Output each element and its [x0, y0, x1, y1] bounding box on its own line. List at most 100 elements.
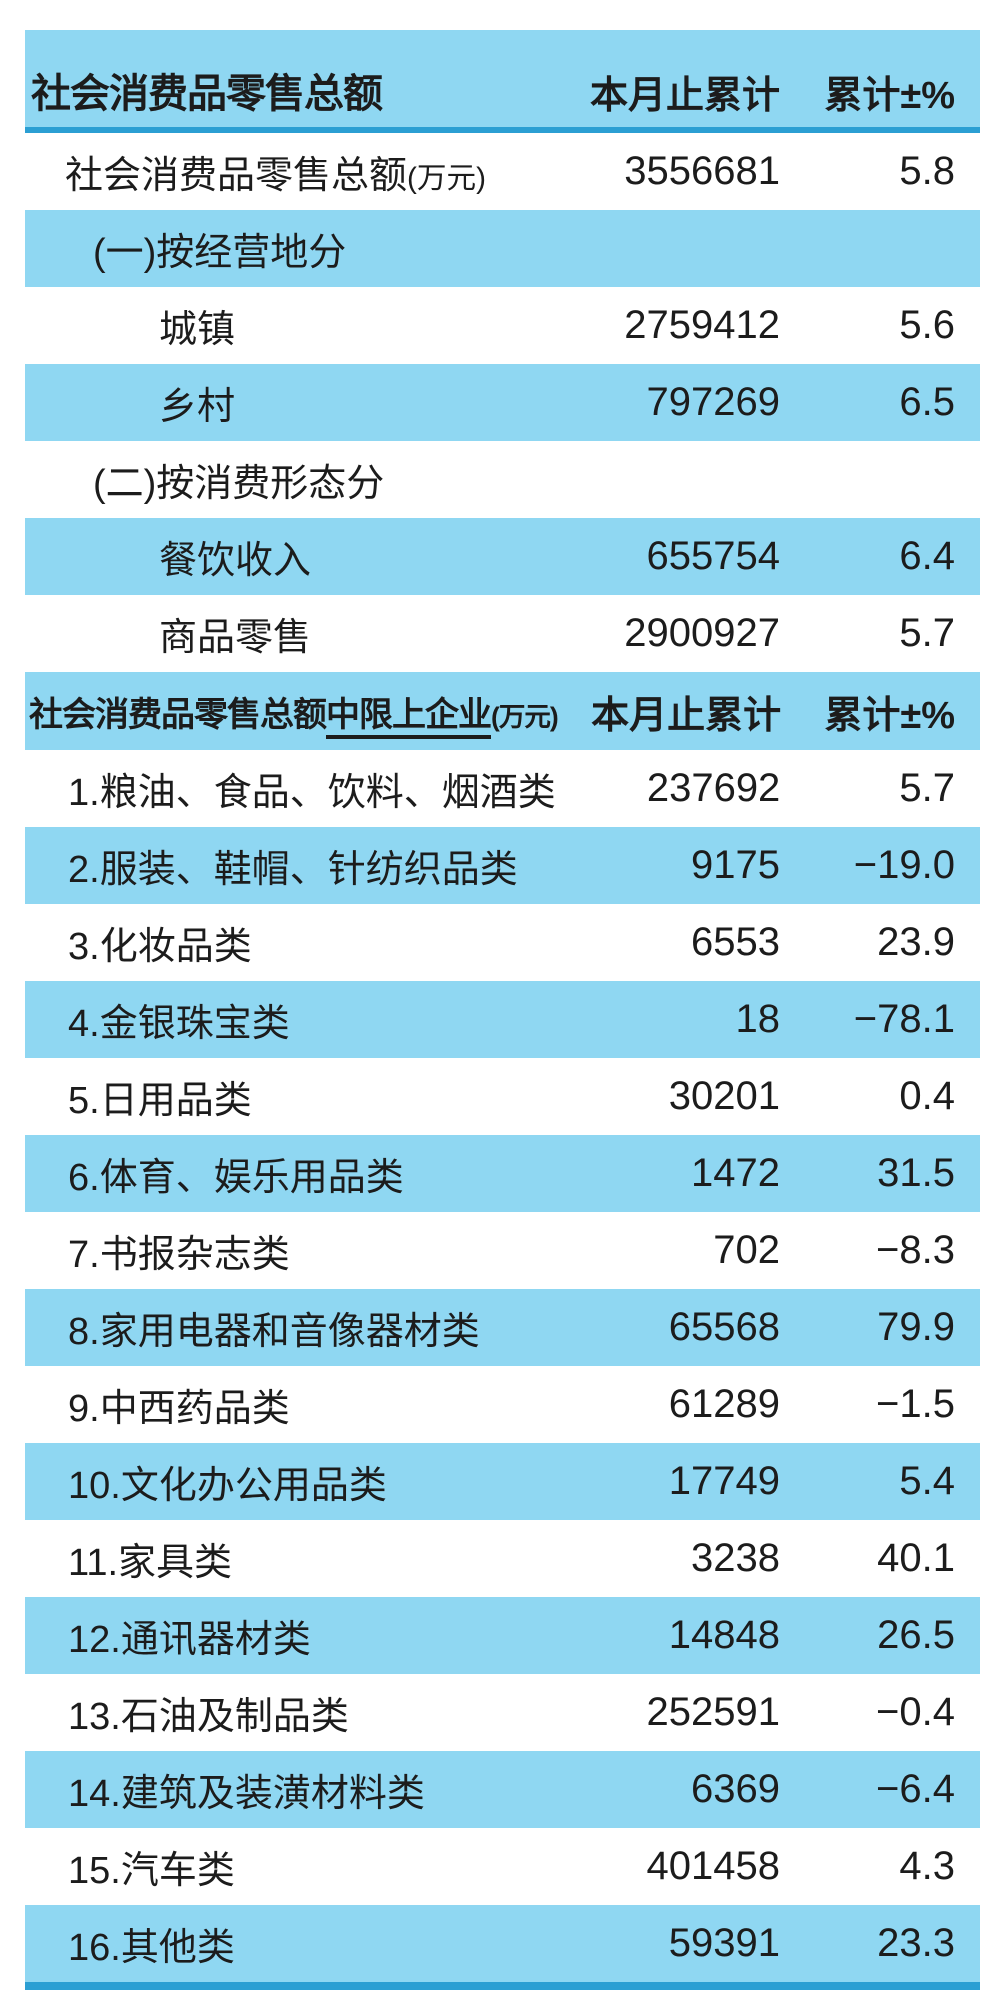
table-row: 4.金银珠宝类 18 −78.1: [25, 981, 980, 1058]
row-pct: 6.4: [899, 534, 955, 578]
row-pct: 4.3: [899, 1844, 955, 1888]
row-pct: 5.7: [899, 611, 955, 655]
table: 社会消费品零售总额 本月止累计 累计±% 社会消费品零售总额(万元) 35566…: [25, 30, 980, 1990]
row-pct: 5.4: [899, 1459, 955, 1503]
row-label: 15.汽车类: [68, 1850, 235, 1892]
row-value: 61289: [668, 1382, 780, 1426]
row-value: 65568: [668, 1305, 780, 1349]
row-value: 14848: [668, 1613, 780, 1657]
row-label: 城镇: [159, 309, 236, 351]
row-pct: 26.5: [877, 1613, 955, 1657]
row-label: 13.石油及制品类: [68, 1696, 349, 1738]
row-value: 237692: [646, 766, 781, 810]
table1-col-header-pct-change: 累计±%: [824, 75, 955, 117]
row-value: 17749: [668, 1459, 780, 1503]
row-value: 2759412: [624, 303, 780, 347]
row-label: 11.家具类: [68, 1542, 233, 1584]
table-row: 12.通讯器材类 14848 26.5: [25, 1597, 980, 1674]
row-label-unit: (万元): [407, 162, 486, 195]
row-pct: 5.6: [899, 303, 955, 347]
table2-title-emphasis: 中限上企业: [326, 695, 492, 739]
row-pct: −8.3: [876, 1228, 955, 1272]
row-value: 702: [713, 1228, 780, 1272]
table1-title: 社会消费品零售总额: [31, 72, 383, 116]
row-label: 5.日用品类: [68, 1080, 252, 1122]
row-pct: 40.1: [877, 1536, 955, 1580]
row-pct: 79.9: [877, 1305, 955, 1349]
table2-col-header-pct-change: 累计±%: [824, 694, 955, 737]
row-pct: −1.5: [876, 1382, 955, 1426]
table2-header-row: 社会消费品零售总额中限上企业(万元) 本月止累计 累计±%: [25, 672, 980, 750]
row-value: 3238: [691, 1536, 780, 1580]
table-row: 3.化妆品类 6553 23.9: [25, 904, 980, 981]
row-label: 1.粮油、食品、饮料、烟酒类: [68, 772, 556, 814]
row-pct: −0.4: [876, 1690, 955, 1734]
table-row: 1.粮油、食品、饮料、烟酒类 237692 5.7: [25, 750, 980, 827]
row-label: (一)按经营地分: [93, 232, 347, 274]
row-label: 16.其他类: [68, 1927, 235, 1969]
row-label: 10.文化办公用品类: [68, 1465, 387, 1507]
table-row: 城镇 2759412 5.6: [25, 287, 980, 364]
footer-rule: [25, 1982, 980, 1990]
table-row: (二)按消费形态分: [25, 441, 980, 518]
table-row: 餐饮收入 655754 6.4: [25, 518, 980, 595]
row-pct: 6.5: [899, 380, 955, 424]
row-label: 9.中西药品类: [68, 1388, 290, 1430]
row-value: 9175: [691, 843, 780, 887]
row-value: 1472: [691, 1151, 780, 1195]
row-pct: 5.8: [899, 149, 955, 193]
row-pct: 31.5: [877, 1151, 955, 1195]
table2-title-unit: (万元): [491, 701, 559, 732]
row-pct: −6.4: [876, 1767, 955, 1811]
header-rule: [25, 127, 980, 133]
table2-col-header-cumulative: 本月止累计: [591, 694, 782, 737]
table-row: 5.日用品类 30201 0.4: [25, 1058, 980, 1135]
table-row: 16.其他类 59391 23.3: [25, 1905, 980, 1982]
table-row: 14.建筑及装潢材料类 6369 −6.4: [25, 1751, 980, 1828]
row-pct: 0.4: [899, 1074, 955, 1118]
row-value: 18: [735, 997, 781, 1041]
table-row: 9.中西药品类 61289 −1.5: [25, 1366, 980, 1443]
row-label: 2.服装、鞋帽、针纺织品类: [68, 849, 518, 891]
table1-header-row: 社会消费品零售总额 本月止累计 累计±%: [25, 30, 980, 127]
row-pct: −78.1: [853, 997, 955, 1041]
row-label: 14.建筑及装潢材料类: [68, 1773, 425, 1815]
row-label: 餐饮收入: [159, 540, 312, 582]
table-row: (一)按经营地分: [25, 210, 980, 287]
row-value: 30201: [668, 1074, 780, 1118]
table-row: 8.家用电器和音像器材类 65568 79.9: [25, 1289, 980, 1366]
row-value: 401458: [646, 1844, 780, 1888]
row-label: 12.通讯器材类: [68, 1619, 311, 1661]
row-value: 797269: [646, 380, 780, 424]
row-value: 3556681: [624, 149, 780, 193]
table-row: 2.服装、鞋帽、针纺织品类 9175 −19.0: [25, 827, 980, 904]
row-label: 社会消费品零售总额(万元): [25, 144, 555, 199]
row-pct: −19.0: [853, 843, 955, 887]
row-pct: 5.7: [899, 766, 955, 810]
row-value: 59391: [668, 1921, 780, 1965]
row-value: 6369: [691, 1767, 780, 1811]
row-label: 4.金银珠宝类: [68, 1003, 290, 1045]
row-value: 252591: [646, 1690, 780, 1734]
table-row: 13.石油及制品类 252591 −0.4: [25, 1674, 980, 1751]
row-label: 6.体育、娱乐用品类: [68, 1157, 404, 1199]
table-row: 社会消费品零售总额(万元) 3556681 5.8: [25, 133, 980, 210]
table2-title-prefix: 社会消费品零售总额: [29, 695, 327, 734]
row-label: 7.书报杂志类: [68, 1234, 290, 1276]
table-row: 6.体育、娱乐用品类 1472 31.5: [25, 1135, 980, 1212]
row-value: 6553: [691, 920, 780, 964]
row-pct: 23.3: [877, 1921, 955, 1965]
table-row: 乡村 797269 6.5: [25, 364, 980, 441]
table-row: 7.书报杂志类 702 −8.3: [25, 1212, 980, 1289]
row-label: 乡村: [159, 386, 236, 428]
row-label: (二)按消费形态分: [93, 463, 385, 505]
table2-title: 社会消费品零售总额中限上企业(万元): [25, 687, 559, 739]
table-row: 15.汽车类 401458 4.3: [25, 1828, 980, 1905]
row-label-text: 社会消费品零售总额: [65, 155, 408, 197]
row-label: 商品零售: [159, 617, 312, 659]
row-label: 3.化妆品类: [68, 926, 252, 968]
table-row: 商品零售 2900927 5.7: [25, 595, 980, 672]
row-value: 2900927: [624, 611, 780, 655]
row-label: 8.家用电器和音像器材类: [68, 1311, 480, 1353]
